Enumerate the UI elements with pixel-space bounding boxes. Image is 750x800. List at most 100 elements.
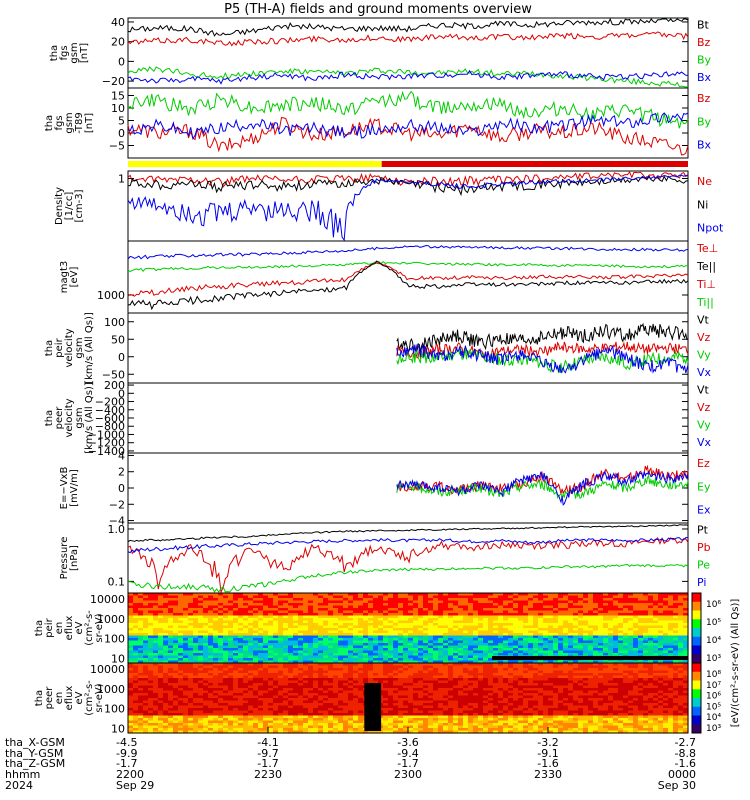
- mode-bar-segment: [381, 161, 688, 167]
- spectrogram-cell: [383, 600, 389, 604]
- y-tick-label: 1000: [97, 683, 125, 696]
- spectrogram-cell: [313, 688, 319, 692]
- spectrogram-cell: [183, 660, 189, 664]
- spectrogram-cell: [428, 628, 434, 632]
- spectrogram-cell: [153, 598, 159, 602]
- spectrogram-cell: [253, 660, 259, 664]
- spectrogram-cell: [433, 650, 439, 654]
- spectrogram-cell: [153, 668, 159, 672]
- spectrogram-cell: [178, 725, 184, 729]
- spectrogram-cell: [278, 660, 284, 664]
- spectrogram-cell: [208, 695, 214, 699]
- spectrogram-cell: [233, 725, 239, 729]
- spectrogram-cell: [308, 718, 314, 722]
- spectrogram-cell: [368, 628, 374, 632]
- spectrogram-cell: [358, 660, 364, 664]
- spectrogram-cell: [463, 635, 469, 639]
- spectrogram-cell: [633, 640, 639, 644]
- spectrogram-cell: [593, 623, 599, 627]
- spectrogram-cell: [453, 603, 459, 607]
- spectrogram-cell: [458, 625, 464, 629]
- spectrogram-cell: [298, 673, 304, 677]
- spectrogram-cell: [568, 643, 574, 647]
- spectrogram-cell: [233, 650, 239, 654]
- spectrogram-cell: [373, 633, 379, 637]
- spectrogram-cell: [248, 675, 254, 679]
- spectrogram-cell: [678, 648, 684, 652]
- spectrogram-cell: [173, 635, 179, 639]
- spectrogram-cell: [228, 593, 234, 597]
- spectrogram-cell: [258, 625, 264, 629]
- spectrogram-cell: [148, 705, 154, 709]
- spectrogram-cell: [168, 620, 174, 624]
- spectrogram-cell: [133, 703, 139, 707]
- spectrogram-cell: [168, 645, 174, 649]
- spectrogram-cell: [398, 623, 404, 627]
- spectrogram-cell: [153, 720, 159, 724]
- spectrogram-cell: [333, 715, 339, 719]
- spectrogram-cell: [313, 725, 319, 729]
- spectrogram-cell: [213, 650, 219, 654]
- spectrogram-cell: [638, 638, 644, 642]
- spectrogram-cell: [433, 660, 439, 664]
- spectrogram-cell: [438, 648, 444, 652]
- spectrogram-cell: [283, 603, 289, 607]
- spectrogram-cell: [513, 635, 519, 639]
- spectrogram-cell: [278, 705, 284, 709]
- spectrogram-cell: [423, 613, 429, 617]
- spectrogram-cell: [313, 603, 319, 607]
- spectrogram-cell: [353, 640, 359, 644]
- spectrogram-cell: [233, 645, 239, 649]
- spectrogram-cell: [588, 623, 594, 627]
- spectrogram-cell: [568, 610, 574, 614]
- spectrogram-cell: [513, 653, 519, 657]
- spectrogram-cell: [258, 708, 264, 712]
- spectrogram-cell: [183, 675, 189, 679]
- spectrogram-cell: [218, 695, 224, 699]
- spectrogram-cell: [653, 600, 659, 604]
- spectrogram-cell: [163, 668, 169, 672]
- spectrogram-cell: [233, 618, 239, 622]
- spectrogram-cell: [178, 663, 184, 667]
- spectrogram-cell: [363, 675, 369, 679]
- spectrogram-cell: [238, 653, 244, 657]
- spectrogram-cell: [478, 638, 484, 642]
- spectrogram-cell: [318, 660, 324, 664]
- legend-label: Te||: [696, 260, 716, 273]
- spectrogram-cell: [318, 690, 324, 694]
- spectrogram-cell: [373, 600, 379, 604]
- spectrogram-cell: [193, 665, 199, 669]
- spectrogram-cell: [678, 645, 684, 649]
- spectrogram-cell: [638, 605, 644, 609]
- spectrogram-cell: [353, 710, 359, 714]
- spectrogram-cell: [468, 625, 474, 629]
- spectrogram-cell: [163, 693, 169, 697]
- spectrogram-cell: [308, 685, 314, 689]
- spectrogram-cell: [148, 650, 154, 654]
- spectrogram-cell: [203, 710, 209, 714]
- spectrogram-cell: [423, 603, 429, 607]
- spectrogram-cell: [393, 688, 399, 692]
- spectrogram-cell: [653, 638, 659, 642]
- spectrogram-cell: [308, 615, 314, 619]
- spectrogram-cell: [453, 623, 459, 627]
- spectrogram-cell: [438, 655, 444, 659]
- spectrogram-cell: [363, 665, 369, 669]
- spectrogram-cell: [263, 675, 269, 679]
- spectrogram-cell: [293, 710, 299, 714]
- spectrogram-cell: [633, 605, 639, 609]
- spectrogram-cell: [603, 623, 609, 627]
- spectrogram-cell: [533, 620, 539, 624]
- spectrogram-cell: [603, 648, 609, 652]
- spectrogram-cell: [213, 640, 219, 644]
- spectrogram-cell: [383, 718, 389, 722]
- spectrogram-cell: [218, 683, 224, 687]
- spectrogram-cell: [203, 600, 209, 604]
- spectrogram-cell: [538, 620, 544, 624]
- spectrogram-cell: [353, 700, 359, 704]
- spectrogram-cell: [448, 593, 454, 597]
- spectrogram-cell: [683, 630, 689, 634]
- spectrogram-cell: [578, 610, 584, 614]
- spectrogram-cell: [453, 648, 459, 652]
- spectrogram-cell: [573, 623, 579, 627]
